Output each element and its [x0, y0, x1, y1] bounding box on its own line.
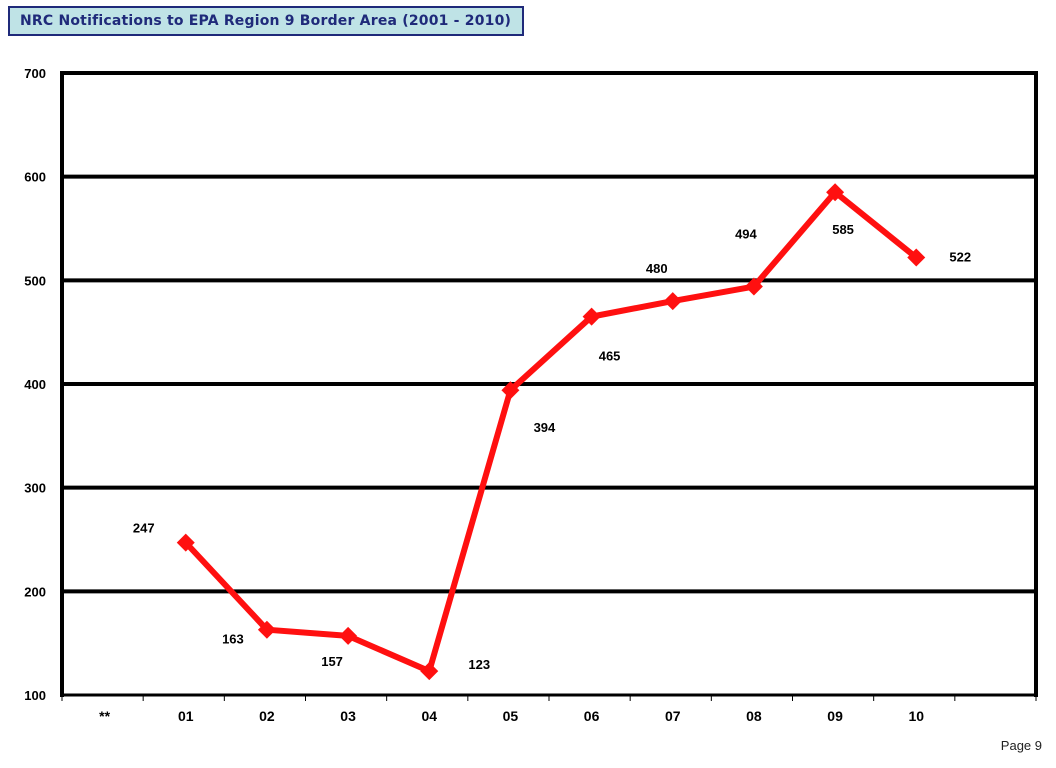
y-tick-labels: 100 200 300 400 500 600 700 — [24, 66, 46, 703]
series-line — [183, 189, 919, 675]
data-point-08 — [744, 277, 763, 296]
y-tick-label-300: 300 — [24, 481, 46, 496]
data-label-10: 522 — [949, 250, 971, 265]
data-label-04: 123 — [468, 657, 490, 672]
data-label-09: 585 — [832, 222, 854, 237]
data-point-04 — [420, 662, 439, 681]
chart-title: NRC Notifications to EPA Region 9 Border… — [20, 13, 512, 29]
x-tick-label-1: 01 — [178, 708, 194, 724]
data-point-07 — [663, 292, 682, 311]
x-tick-label-2: 02 — [259, 708, 275, 724]
x-tick-label-9: 09 — [827, 708, 843, 724]
y-tick-label-200: 200 — [24, 584, 46, 599]
y-tick-label-700: 700 — [24, 66, 46, 81]
data-label-03: 157 — [321, 654, 343, 669]
y-tick-label-400: 400 — [24, 377, 46, 392]
x-tick-label-3: 03 — [340, 708, 356, 724]
x-tick-label-5: 05 — [503, 708, 519, 724]
x-tick-label-6: 06 — [584, 708, 600, 724]
chart-title-box: NRC Notifications to EPA Region 9 Border… — [8, 6, 524, 36]
data-point-03 — [339, 626, 358, 645]
x-tick-label-4: 04 — [421, 708, 437, 724]
series-line-group — [176, 183, 926, 681]
data-point-05 — [501, 381, 520, 400]
data-label-02: 163 — [222, 632, 244, 647]
data-point-01 — [176, 533, 195, 552]
data-label-07: 480 — [646, 261, 668, 276]
data-point-09 — [826, 183, 845, 202]
y-tick-label-600: 600 — [24, 170, 46, 185]
axes — [60, 71, 1038, 701]
data-labels: 247 163 157 123 394 465 480 494 585 522 — [133, 222, 971, 672]
y-tick-label-100: 100 — [24, 688, 46, 703]
data-label-01: 247 — [133, 521, 155, 536]
x-tick-label-8: 08 — [746, 708, 762, 724]
y-tick-label-500: 500 — [24, 273, 46, 288]
gridlines — [62, 71, 1036, 594]
x-tick-label-7: 07 — [665, 708, 681, 724]
data-label-08: 494 — [735, 227, 757, 242]
data-label-06: 465 — [599, 349, 621, 364]
page-number: Page 9 — [1000, 738, 1042, 753]
x-tick-labels: ** 01 02 03 04 05 06 07 08 09 10 — [99, 708, 924, 724]
data-point-02 — [257, 620, 276, 639]
data-point-10 — [907, 248, 926, 267]
x-tick-label-10: 10 — [908, 708, 924, 724]
data-label-05: 394 — [534, 420, 556, 435]
x-tick-label-0: ** — [99, 708, 110, 724]
data-point-06 — [582, 307, 601, 326]
